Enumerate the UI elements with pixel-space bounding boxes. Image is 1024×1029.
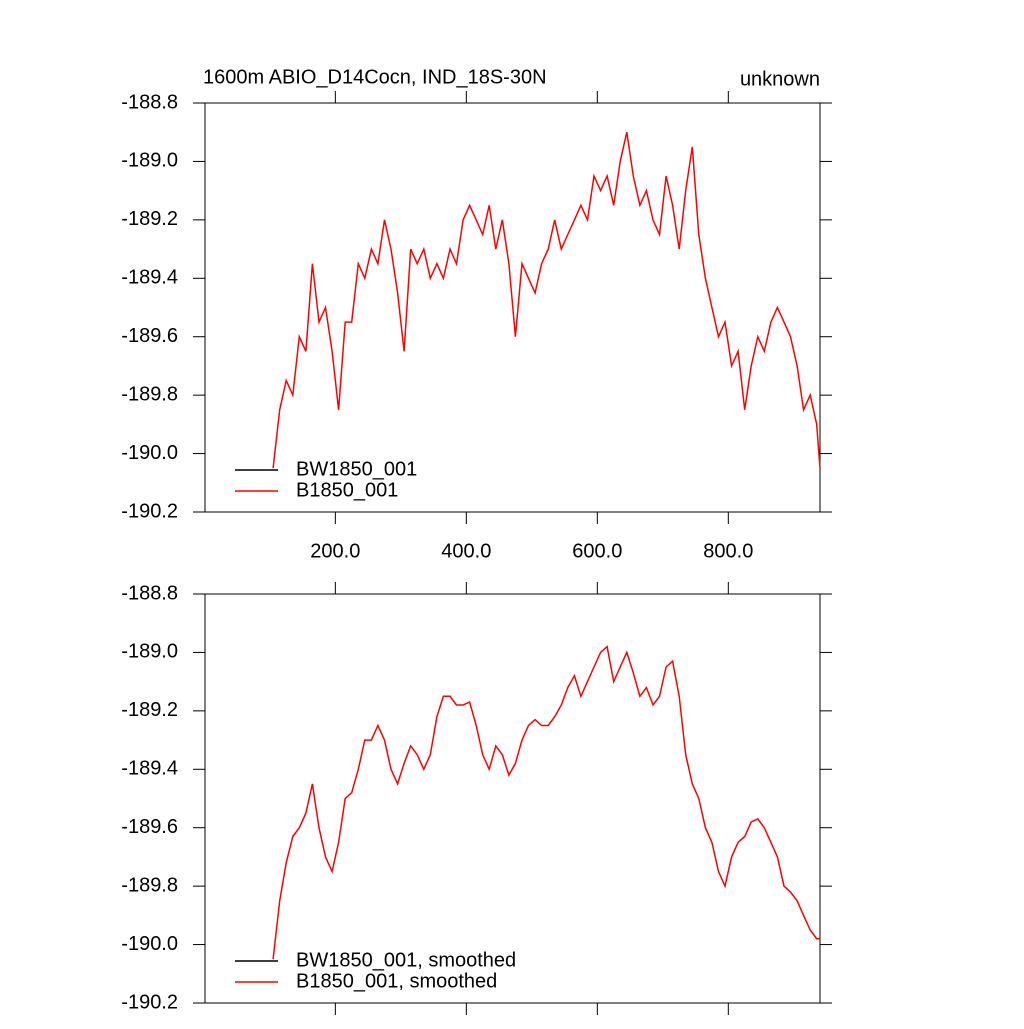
y-tick-label: -189.8: [121, 874, 178, 896]
legend-label: BW1850_001: [296, 458, 417, 480]
y-tick-label: -190.0: [121, 933, 178, 955]
y-tick-label: -189.6: [121, 325, 178, 347]
y-tick-label: -190.0: [121, 442, 178, 464]
y-tick-label: -189.2: [121, 208, 178, 230]
y-tick-label: -189.0: [121, 641, 178, 663]
chart-title: 1600m ABIO_D14Cocn, IND_18S-30N: [203, 66, 547, 88]
x-tick-label: 400.0: [441, 540, 491, 562]
y-tick-label: -189.6: [121, 816, 178, 838]
y-tick-label: -189.4: [121, 758, 178, 780]
x-tick-label: 200.0: [310, 540, 360, 562]
y-tick-label: -189.4: [121, 267, 178, 289]
plot-frame: [204, 102, 821, 513]
chart-subtitle: unknown: [740, 68, 820, 90]
x-tick-label: 800.0: [703, 540, 753, 562]
y-tick-label: -188.8: [121, 91, 178, 113]
series-line: [272, 132, 821, 469]
plot-frame: [204, 593, 821, 1004]
series-line: [272, 645, 820, 960]
y-tick-label: -188.8: [121, 582, 178, 604]
x-tick-label: 600.0: [572, 540, 622, 562]
y-tick-label: -190.2: [121, 991, 178, 1013]
y-tick-label: -189.2: [121, 699, 178, 721]
y-tick-label: -189.0: [121, 150, 178, 172]
y-tick-label: -190.2: [121, 500, 178, 522]
y-tick-label: -189.8: [121, 383, 178, 405]
legend-label: B1850_001: [296, 479, 398, 501]
legend-label: B1850_001, smoothed: [296, 970, 497, 992]
legend-label: BW1850_001, smoothed: [296, 949, 516, 971]
